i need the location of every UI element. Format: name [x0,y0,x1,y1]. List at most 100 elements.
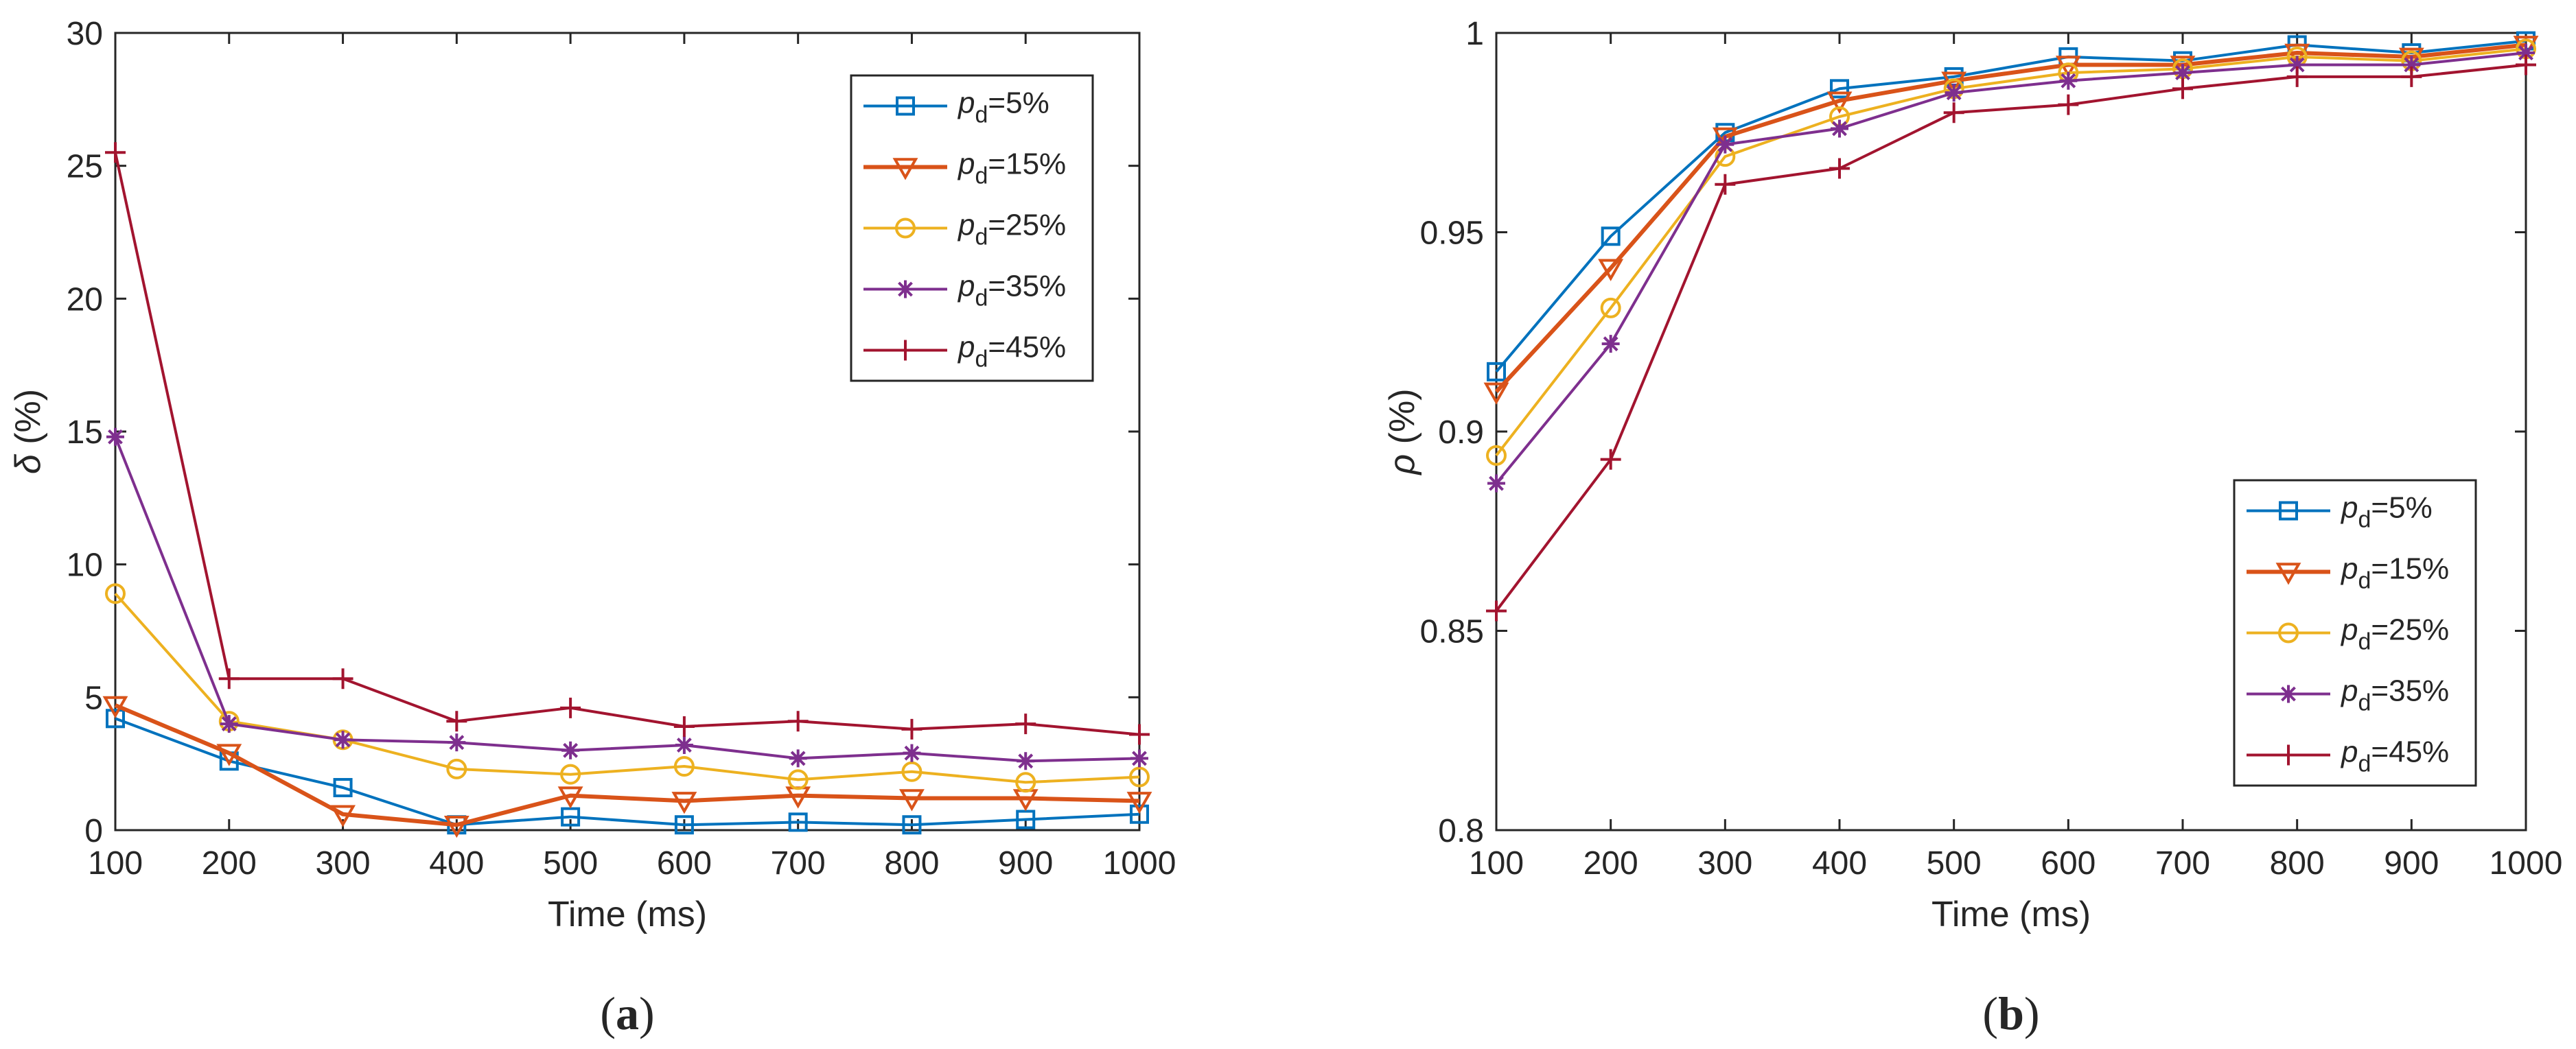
data-point-marker [675,736,693,755]
data-point-marker [2059,71,2078,90]
series-line [1495,51,2527,484]
data-point-marker [216,744,242,766]
y-axis-symbol: ρ [1382,454,1422,476]
data-point-marker [1601,335,1620,353]
data-point-marker [1486,600,1507,622]
legend-subscript: d [2358,629,2371,655]
panel-caption-letter: a [616,987,639,1039]
panel-caption-close: ) [2024,987,2040,1039]
data-point-marker [1715,174,1736,195]
legend-marker [2279,685,2297,703]
data-point-marker [1015,772,1036,793]
data-point-marker [1129,766,1150,788]
data-point-marker [443,816,469,838]
data-point-marker [788,812,808,832]
y-tick-label: 0.8 [1438,813,1484,849]
data-point-marker [2288,56,2306,74]
data-point-marker [673,756,695,777]
legend-marker [892,158,918,180]
y-tick-label: 10 [67,547,103,584]
data-point-marker [106,709,125,729]
data-point-marker [1943,102,1964,123]
data-point-marker [332,668,353,689]
legend-subscript: d [2358,507,2371,533]
panel-caption-letter: b [1998,987,2024,1039]
legend-value: =25% [988,209,1066,242]
x-tick-label: 600 [2041,845,2096,882]
x-tick-label: 500 [1927,845,1982,882]
series-1 [106,709,1149,835]
y-tick-label: 0.85 [1420,614,1484,650]
series-5 [1486,54,2536,622]
legend-label: pd=5% [957,86,1049,128]
legend-value: =25% [2371,613,2449,647]
y-axis-unit: (%) [1382,388,1422,453]
y-tick-label: 1 [1465,16,1484,52]
legend: pd=5%pd=15%pd=25%pd=35%pd=45% [850,74,1094,382]
series-5 [105,142,1150,745]
legend: pd=5%pd=15%pd=25%pd=35%pd=45% [2233,479,2477,787]
data-point-marker [446,711,467,732]
data-point-marker [2172,78,2193,99]
x-axis-label: Time (ms) [1931,895,2091,934]
series-line [114,152,1140,736]
data-point-marker [1716,135,1734,154]
data-point-marker [561,741,580,759]
x-tick-label: 400 [429,845,484,882]
x-tick-label: 200 [202,845,257,882]
legend-marker [896,280,914,298]
data-point-marker [674,815,694,835]
data-point-marker [333,778,353,798]
data-point-marker [1598,259,1624,281]
legend-var: p [957,331,975,364]
x-tick-label: 400 [1812,845,1867,882]
data-point-marker [898,789,925,812]
data-point-marker [2058,94,2079,115]
legend-var: p [2340,674,2358,708]
y-tick-label: 25 [67,149,103,185]
x-tick-label: 500 [543,845,598,882]
panel-caption-close: ) [639,987,655,1039]
data-point-marker [334,731,352,749]
x-tick-label: 700 [2155,845,2210,882]
legend-subscript: d [975,285,988,311]
legend-value: =15% [988,148,1066,181]
x-tick-label: 600 [657,845,712,882]
data-point-marker [1826,91,1853,114]
legend-var: p [957,209,975,242]
legend-value: =45% [2371,735,2449,769]
data-point-marker [1483,382,1509,405]
y-axis-symbol: δ [8,453,48,474]
legend-subscript: d [2358,751,2371,777]
x-tick-label: 300 [1697,845,1752,882]
data-point-marker [1130,749,1148,768]
data-point-marker [1601,226,1621,246]
data-point-marker [1600,297,1621,318]
legend-label: pd=15% [957,148,1066,189]
y-axis-unit: (%) [8,389,48,454]
x-tick-label: 200 [1583,845,1638,882]
series-line [1495,39,2527,373]
data-point-marker [1487,362,1506,381]
data-point-marker [448,733,466,752]
y-axis-label: ρ (%) [1382,388,1422,475]
x-tick-label: 1000 [2490,845,2563,882]
data-point-marker [105,583,126,604]
chart-panel-a: 100 200 300 400 500 600 700 800 900 1000 0 5 10 15 20 2… [8,16,1176,1039]
x-tick-label: 800 [2270,845,2325,882]
x-tick-label: 100 [88,845,143,882]
data-point-marker [330,805,356,827]
data-point-marker [2286,66,2308,87]
data-point-marker [1486,445,1507,466]
data-point-marker [560,697,581,718]
legend-label: pd=5% [2340,491,2433,533]
data-point-marker [1831,119,1848,138]
series-line [114,703,1140,827]
legend-subscript: d [975,102,988,128]
x-tick-label: 1000 [1103,845,1176,882]
data-point-marker [218,668,240,689]
y-tick-label: 0 [84,813,103,849]
data-point-marker [1126,792,1152,814]
panel-caption: (b) [1982,987,2039,1039]
